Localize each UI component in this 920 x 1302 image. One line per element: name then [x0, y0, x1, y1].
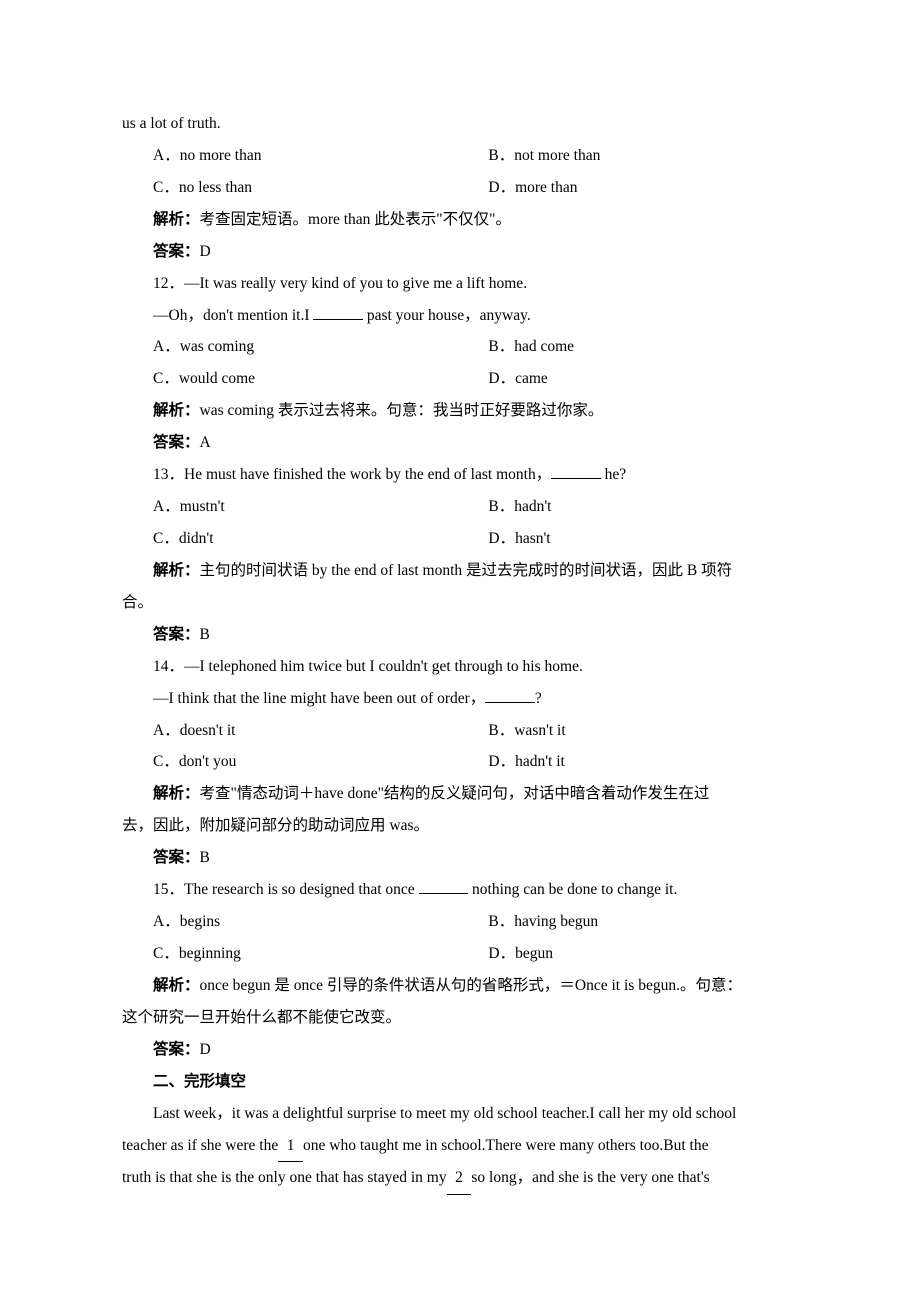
q15-stem: 15．The research is so designed that once… — [122, 874, 798, 906]
q14-explanation-line1: 解析：考查"情态动词＋have done"结构的反义疑问句，对话中暗含着动作发生… — [122, 778, 798, 810]
q13-options-row2: C．didn't D．hasn't — [153, 523, 798, 555]
answer-label: 答案： — [153, 434, 200, 451]
cloze-l2a: teacher as if she were the — [122, 1137, 278, 1154]
cloze-blank1-number: 1 — [287, 1137, 295, 1154]
q12-stem-line1: 12．—It was really very kind of you to gi… — [122, 268, 798, 300]
q13-explanation-line2: 合。 — [122, 587, 798, 619]
q12-stem-line2: —Oh，don't mention it.I past your house，a… — [122, 300, 798, 332]
q13-stem-a: 13．He must have finished the work by the… — [153, 466, 551, 483]
q15-answer: 答案：D — [122, 1034, 798, 1066]
q12-option-c: C．would come — [153, 363, 488, 395]
q13-stem-b: he? — [601, 466, 626, 483]
q15-explanation-text1: once begun 是 once 引导的条件状语从句的省略形式，＝Once i… — [200, 977, 742, 994]
q13-stem: 13．He must have finished the work by the… — [122, 459, 798, 491]
q15-option-d: D．begun — [488, 938, 798, 970]
q13-answer: 答案：B — [122, 619, 798, 651]
q11-explanation: 解析：考查固定短语。more than 此处表示"不仅仅"。 — [122, 204, 798, 236]
q14-stem-2a: —I think that the line might have been o… — [153, 690, 485, 707]
section2-title: 二、完形填空 — [122, 1066, 798, 1098]
q11-option-d: D．more than — [488, 172, 798, 204]
q12-answer-text: A — [200, 434, 211, 451]
answer-label: 答案： — [153, 626, 200, 643]
q15-answer-text: D — [200, 1041, 211, 1058]
blank-icon: 2 — [447, 1162, 472, 1195]
q14-stem-line1: 14．—I telephoned him twice but I couldn'… — [122, 651, 798, 683]
q15-option-c: C．beginning — [153, 938, 488, 970]
cloze-l2b: one who taught me in school.There were m… — [303, 1137, 708, 1154]
q12-options-row2: C．would come D．came — [153, 363, 798, 395]
q15-stem-a: 15．The research is so designed that once — [153, 881, 419, 898]
q14-option-d: D．hadn't it — [488, 746, 798, 778]
answer-label: 答案： — [153, 243, 200, 260]
cloze-line3: truth is that she is the only one that h… — [122, 1162, 798, 1195]
q14-answer: 答案：B — [122, 842, 798, 874]
q15-options-row2: C．beginning D．begun — [153, 938, 798, 970]
q15-option-b: B．having begun — [488, 906, 798, 938]
explanation-label: 解析： — [153, 402, 200, 419]
q14-option-a: A．doesn't it — [153, 715, 488, 747]
explanation-label: 解析： — [153, 977, 200, 994]
q11-option-a: A．no more than — [153, 140, 488, 172]
blank-icon — [551, 478, 601, 479]
q11-options-row2: C．no less than D．more than — [153, 172, 798, 204]
q11-answer-text: D — [200, 243, 211, 260]
cloze-l3b: so long，and she is the very one that's — [471, 1169, 709, 1186]
q13-explanation-text1: 主句的时间状语 by the end of last month 是过去完成时的… — [200, 562, 733, 579]
q15-stem-b: nothing can be done to change it. — [468, 881, 677, 898]
q14-answer-text: B — [200, 849, 210, 866]
q11-option-b: B．not more than — [488, 140, 798, 172]
cloze-line2: teacher as if she were the 1 one who taugh… — [122, 1130, 798, 1163]
q14-options-row1: A．doesn't it B．wasn't it — [153, 715, 798, 747]
q12-option-d: D．came — [488, 363, 798, 395]
q13-explanation-line1: 解析：主句的时间状语 by the end of last month 是过去完… — [122, 555, 798, 587]
q12-explanation-text: was coming 表示过去将来。句意：我当时正好要路过你家。 — [200, 402, 604, 419]
cloze-l3a: truth is that she is the only one that h… — [122, 1169, 447, 1186]
answer-label: 答案： — [153, 1041, 200, 1058]
q14-explanation-text1: 考查"情态动词＋have done"结构的反义疑问句，对话中暗含着动作发生在过 — [200, 785, 710, 802]
q11-option-c: C．no less than — [153, 172, 488, 204]
q13-option-b: B．hadn't — [488, 491, 798, 523]
cloze-blank2-number: 2 — [455, 1169, 463, 1186]
q14-stem-line2: —I think that the line might have been o… — [122, 683, 798, 715]
q12-explanation: 解析：was coming 表示过去将来。句意：我当时正好要路过你家。 — [122, 395, 798, 427]
q12-options-row1: A．was coming B．had come — [153, 331, 798, 363]
q14-option-b: B．wasn't it — [488, 715, 798, 747]
q15-explanation-line2: 这个研究一旦开始什么都不能使它改变。 — [122, 1002, 798, 1034]
explanation-label: 解析： — [153, 785, 200, 802]
q15-option-a: A．begins — [153, 906, 488, 938]
q12-option-b: B．had come — [488, 331, 798, 363]
q11-explanation-text: 考查固定短语。more than 此处表示"不仅仅"。 — [200, 211, 511, 228]
q14-explanation-line2: 去，因此，附加疑问部分的助动词应用 was。 — [122, 810, 798, 842]
q12-stem-2a: —Oh，don't mention it.I — [153, 307, 313, 324]
q13-option-a: A．mustn't — [153, 491, 488, 523]
q14-stem-2b: ? — [535, 690, 542, 707]
q15-explanation-line1: 解析：once begun 是 once 引导的条件状语从句的省略形式，＝Onc… — [122, 970, 798, 1002]
q13-option-d: D．hasn't — [488, 523, 798, 555]
q11-answer: 答案：D — [122, 236, 798, 268]
blank-icon — [313, 319, 363, 320]
q13-answer-text: B — [200, 626, 210, 643]
q15-options-row1: A．begins B．having begun — [153, 906, 798, 938]
q11-options-row1: A．no more than B．not more than — [153, 140, 798, 172]
blank-icon — [419, 893, 469, 894]
q14-options-row2: C．don't you D．hadn't it — [153, 746, 798, 778]
blank-icon: 1 — [278, 1130, 303, 1163]
q12-option-a: A．was coming — [153, 331, 488, 363]
cloze-line1: Last week，it was a delightful surprise t… — [122, 1098, 798, 1130]
blank-icon — [485, 702, 535, 703]
explanation-label: 解析： — [153, 562, 200, 579]
q12-stem-2b: past your house，anyway. — [363, 307, 531, 324]
q13-option-c: C．didn't — [153, 523, 488, 555]
answer-label: 答案： — [153, 849, 200, 866]
q13-options-row1: A．mustn't B．hadn't — [153, 491, 798, 523]
explanation-label: 解析： — [153, 211, 200, 228]
q11-stem-fragment: us a lot of truth. — [122, 108, 798, 140]
q12-answer: 答案：A — [122, 427, 798, 459]
q14-option-c: C．don't you — [153, 746, 488, 778]
